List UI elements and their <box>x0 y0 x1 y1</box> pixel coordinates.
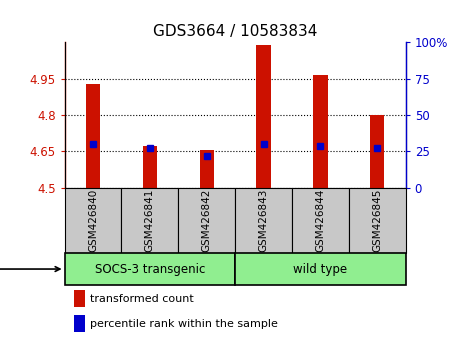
Text: GSM426840: GSM426840 <box>88 189 98 252</box>
Text: GSM426844: GSM426844 <box>315 189 325 252</box>
Text: GSM426841: GSM426841 <box>145 189 155 252</box>
Bar <box>143 147 157 188</box>
Text: GSM426842: GSM426842 <box>201 189 212 252</box>
Bar <box>370 115 384 188</box>
Text: transformed count: transformed count <box>90 294 194 304</box>
Bar <box>74 315 85 332</box>
Bar <box>74 290 85 307</box>
Title: GDS3664 / 10583834: GDS3664 / 10583834 <box>153 23 317 39</box>
Bar <box>121 188 178 253</box>
Bar <box>349 188 406 253</box>
Bar <box>235 188 292 253</box>
Bar <box>65 253 235 285</box>
Text: percentile rank within the sample: percentile rank within the sample <box>90 319 278 329</box>
Bar <box>292 188 349 253</box>
Bar <box>235 253 406 285</box>
Bar <box>313 75 327 188</box>
Bar <box>86 84 100 188</box>
Bar <box>256 45 271 188</box>
Text: SOCS-3 transgenic: SOCS-3 transgenic <box>95 263 205 275</box>
Text: wild type: wild type <box>293 263 348 275</box>
Text: genotype/variation: genotype/variation <box>0 263 60 275</box>
Bar <box>65 188 121 253</box>
Bar <box>200 150 214 188</box>
Text: GSM426843: GSM426843 <box>259 189 269 252</box>
Text: GSM426845: GSM426845 <box>372 189 382 252</box>
Bar <box>178 188 235 253</box>
